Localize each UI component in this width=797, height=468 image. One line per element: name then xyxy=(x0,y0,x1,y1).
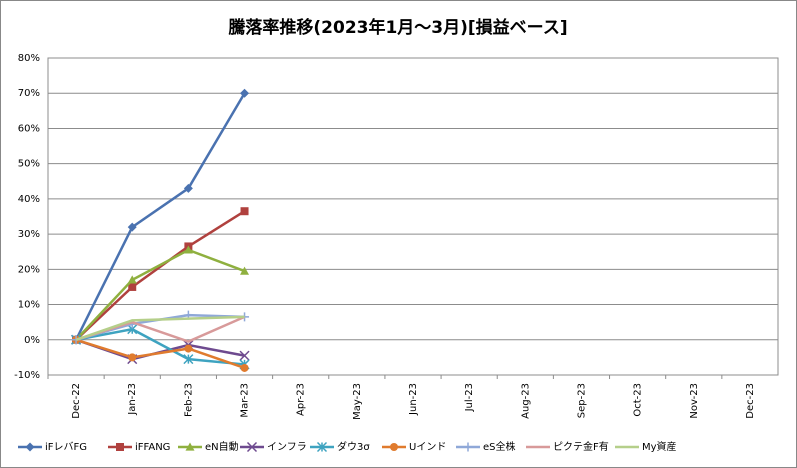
marker xyxy=(128,353,137,362)
x-tick-label: Feb-23 xyxy=(183,383,194,417)
legend-item: ピクテ金F有 xyxy=(526,440,609,453)
series-line xyxy=(74,92,246,341)
marker xyxy=(240,88,250,98)
y-tick-label: 60% xyxy=(18,123,40,134)
marker xyxy=(127,275,137,284)
legend-label: Uインド xyxy=(409,442,446,453)
marker xyxy=(183,183,193,193)
marker xyxy=(316,441,328,453)
x-tick-label: Oct-23 xyxy=(633,383,644,417)
legend-label: My資産 xyxy=(642,440,677,453)
marker xyxy=(240,207,249,216)
legend-item: eN自動 xyxy=(178,440,239,453)
marker xyxy=(127,222,137,232)
legend-label: インフラ xyxy=(267,441,307,453)
x-tick-label: Jul-23 xyxy=(464,383,475,412)
x-tick-label: Dec-22 xyxy=(71,383,82,419)
chart-title: 騰落率推移(2023年1月～3月)[損益ベース] xyxy=(228,17,567,38)
marker xyxy=(240,363,249,372)
y-tick-label: 70% xyxy=(18,88,40,99)
x-tick-label: Jun-23 xyxy=(408,383,419,416)
y-tick-label: -10% xyxy=(14,370,40,381)
legend-item: eS全株 xyxy=(456,440,516,453)
x-tick-label: Nov-23 xyxy=(689,383,700,419)
x-tick-label: Apr-23 xyxy=(296,383,307,416)
x-tick-label: Dec-23 xyxy=(745,383,756,419)
legend-label: eS全株 xyxy=(483,440,516,453)
marker xyxy=(183,354,194,365)
legend-item: My資産 xyxy=(615,440,677,453)
legend-item: Uインド xyxy=(382,442,446,453)
marker xyxy=(246,441,258,453)
legend-item: ダウ3σ xyxy=(310,440,370,453)
legend-item: インフラ xyxy=(240,441,307,453)
legend-label: iFレバFG xyxy=(45,441,87,453)
x-tick-label: Sep-23 xyxy=(576,383,587,418)
y-tick-label: 50% xyxy=(18,159,40,170)
y-tick-label: 20% xyxy=(18,264,40,275)
y-tick-label: 30% xyxy=(18,229,40,240)
x-tick-label: Jan-23 xyxy=(127,383,138,416)
y-tick-label: 40% xyxy=(18,194,40,205)
marker xyxy=(116,443,124,451)
marker xyxy=(25,442,35,452)
series-line xyxy=(75,210,246,341)
y-tick-label: 10% xyxy=(18,300,40,311)
x-tick-label: Aug-23 xyxy=(520,383,531,419)
marker xyxy=(185,442,195,451)
series-line xyxy=(75,338,245,370)
legend-item: iFFANG xyxy=(108,442,170,453)
legend-label: eN自動 xyxy=(205,440,239,453)
marker xyxy=(128,282,137,291)
marker xyxy=(463,442,473,452)
marker xyxy=(239,350,250,361)
x-tick-label: Mar-23 xyxy=(240,383,251,418)
y-tick-label: 80% xyxy=(18,53,40,64)
legend-label: ダウ3σ xyxy=(337,440,370,453)
legend-item: iFレバFG xyxy=(18,441,87,453)
legend-label: ピクテ金F有 xyxy=(553,440,609,453)
x-tick-label: May-23 xyxy=(352,383,363,420)
series-line xyxy=(75,327,245,366)
marker xyxy=(390,443,398,451)
marker xyxy=(184,344,193,353)
legend-label: iFFANG xyxy=(135,442,170,453)
marker xyxy=(183,245,193,254)
series-line xyxy=(75,248,245,341)
y-tick-label: 0% xyxy=(24,335,40,346)
plot-frame xyxy=(47,57,779,376)
marker xyxy=(240,266,250,275)
series-line xyxy=(75,315,245,341)
